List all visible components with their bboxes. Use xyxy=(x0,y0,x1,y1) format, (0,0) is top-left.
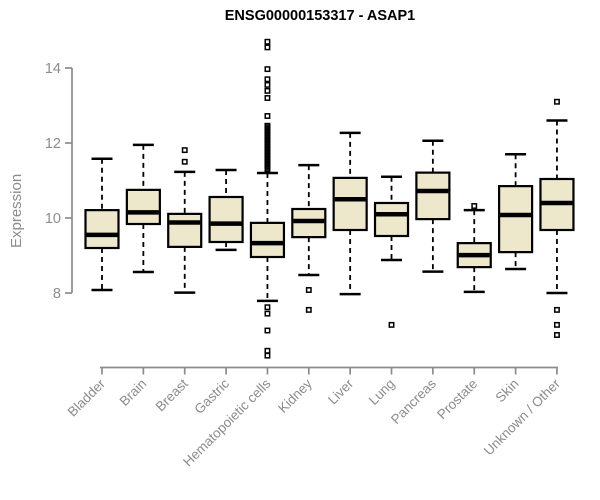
x-tick-label-gastric: Gastric xyxy=(191,376,232,417)
svg-text:Skin: Skin xyxy=(493,376,522,405)
box-group-breast xyxy=(167,147,203,294)
svg-text:Liver: Liver xyxy=(325,376,357,408)
x-tick-label-skin: Skin xyxy=(493,376,522,405)
outlier-point xyxy=(264,113,271,119)
outlier-point xyxy=(305,287,312,293)
svg-text:Pancreas: Pancreas xyxy=(388,376,439,427)
iqr-box xyxy=(167,212,203,248)
box-group-prostate xyxy=(456,203,492,294)
outlier-point xyxy=(264,347,271,354)
svg-text:Bladder: Bladder xyxy=(65,376,109,420)
outlier-point xyxy=(264,81,271,88)
box-group-unknown-other xyxy=(539,98,575,338)
outlier-point xyxy=(554,306,560,313)
svg-text:Unknown / Other: Unknown / Other xyxy=(481,376,564,459)
x-tick-label-pancreas: Pancreas xyxy=(388,376,439,427)
outlier-point xyxy=(554,321,560,328)
outlier-point xyxy=(181,147,188,154)
svg-text:Prostate: Prostate xyxy=(434,376,480,422)
outlier-point xyxy=(264,304,271,311)
y-tick-label-14: 14 xyxy=(45,61,61,77)
x-tick-label-liver: Liver xyxy=(325,376,357,408)
outlier-point xyxy=(264,38,271,45)
outlier-point xyxy=(305,306,312,313)
outlier-point xyxy=(471,203,478,209)
box-group-bladder xyxy=(84,157,120,292)
svg-text:Lung: Lung xyxy=(366,376,398,408)
outlier-point xyxy=(554,332,560,338)
iqr-box xyxy=(84,209,120,250)
outlier-point xyxy=(264,44,271,51)
x-tick-label-unknown-other: Unknown / Other xyxy=(481,376,564,459)
svg-text:Brain: Brain xyxy=(117,376,150,409)
x-tick-label-bladder: Bladder xyxy=(65,376,109,420)
outlier-point xyxy=(264,66,271,73)
iqr-box xyxy=(498,185,534,254)
x-tick-label-kidney: Kidney xyxy=(275,376,315,416)
box-group-gastric xyxy=(208,168,244,252)
box-group-liver xyxy=(332,131,368,296)
outlier-point xyxy=(264,95,271,101)
iqr-box xyxy=(125,188,161,226)
x-tick-label-lung: Lung xyxy=(366,376,398,408)
outlier-point xyxy=(388,321,395,328)
box-group-pancreas xyxy=(415,139,451,273)
outlier-point xyxy=(264,87,271,94)
iqr-box xyxy=(415,171,451,221)
outlier-point xyxy=(181,158,188,165)
iqr-box xyxy=(249,221,286,259)
iqr-box xyxy=(332,176,368,232)
box-group-kidney xyxy=(291,163,327,313)
outlier-point xyxy=(264,122,271,129)
outlier-point xyxy=(264,76,271,83)
svg-text:Gastric: Gastric xyxy=(191,376,232,417)
x-tick-label-breast: Breast xyxy=(153,376,191,414)
chart-title: ENSG00000153317 - ASAP1 xyxy=(224,8,416,24)
y-tick-label-12: 12 xyxy=(45,136,61,152)
svg-text:Breast: Breast xyxy=(153,376,191,414)
outlier-point xyxy=(554,98,560,105)
x-tick-label-brain: Brain xyxy=(117,376,150,409)
svg-text:Kidney: Kidney xyxy=(275,376,315,416)
box-group-hematopoietic-cells xyxy=(249,38,286,359)
y-axis-title: Expression xyxy=(8,173,25,248)
outlier-point xyxy=(264,310,271,317)
box-group-brain xyxy=(125,143,161,274)
box-group-skin xyxy=(498,152,534,271)
outlier-point xyxy=(264,327,271,334)
iqr-box xyxy=(373,201,410,238)
iqr-box xyxy=(208,195,244,244)
y-tick-label-8: 8 xyxy=(53,286,61,302)
outlier-point xyxy=(264,352,271,359)
x-tick-label-prostate: Prostate xyxy=(434,376,480,422)
box-group-lung xyxy=(373,175,410,328)
y-tick-label-10: 10 xyxy=(45,211,61,227)
